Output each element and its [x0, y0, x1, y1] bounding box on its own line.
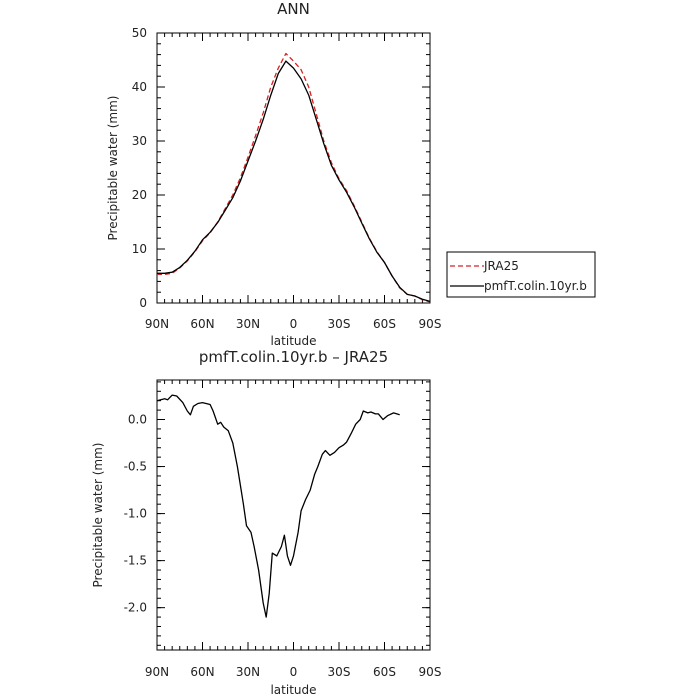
series-line-pmft-colin-10yr-b — [157, 60, 431, 303]
y-tick-label: 30 — [132, 134, 147, 148]
x-tick-label: 30N — [236, 665, 260, 679]
x-tick-label: 30N — [236, 317, 260, 331]
series-line-difference — [156, 394, 400, 618]
legend-label: pmfT.colin.10yr.b — [484, 279, 587, 293]
y-tick-label: -0.5 — [124, 460, 147, 474]
x-tick-label: 0 — [290, 317, 298, 331]
x-axis-label: latitude — [270, 683, 316, 697]
legend-box — [446, 251, 596, 298]
y-tick-label: 40 — [132, 80, 147, 94]
y-tick-label: 0 — [139, 296, 147, 310]
y-tick-label: 50 — [132, 26, 147, 40]
y-axis-label: Precipitable water (mm) — [91, 443, 105, 588]
x-tick-label: 90S — [419, 317, 442, 331]
y-tick-label: 20 — [132, 188, 147, 202]
y-tick-label: 0.0 — [128, 413, 147, 427]
chart-title: ANN — [277, 0, 310, 18]
x-tick-label: 60S — [373, 665, 396, 679]
x-tick-label: 90N — [145, 665, 169, 679]
x-tick-label: 30S — [328, 665, 351, 679]
x-tick-label: 0 — [290, 665, 298, 679]
x-tick-label: 60N — [190, 317, 214, 331]
y-axis-label: Precipitable water (mm) — [106, 96, 120, 241]
top-chart: ANN 90N 60N 30N 0 30S 60S 90S 0 10 20 30 40 50 latitud… — [106, 0, 441, 348]
y-tick-label: -1.0 — [124, 507, 147, 521]
plot-frame — [156, 32, 431, 304]
series-line-jra25 — [157, 52, 431, 303]
x-tick-label: 90N — [145, 317, 169, 331]
y-tick-label: -2.0 — [124, 601, 147, 615]
chart-title: pmfT.colin.10yr.b – JRA25 — [199, 348, 388, 366]
plot-frame — [156, 379, 431, 651]
x-tick-label: 60S — [373, 317, 396, 331]
x-axis-label: latitude — [270, 334, 316, 348]
legend: JRA25 pmfT.colin.10yr.b — [446, 251, 596, 298]
y-tick-label: 10 — [132, 242, 147, 256]
y-tick-label: -1.5 — [124, 554, 147, 568]
bottom-chart: pmfT.colin.10yr.b – JRA25 90N 60N 30N 0 30S 60… — [91, 348, 441, 697]
legend-label: JRA25 — [483, 259, 519, 273]
x-tick-label: 60N — [190, 665, 214, 679]
x-tick-label: 90S — [419, 665, 442, 679]
x-tick-label: 30S — [328, 317, 351, 331]
